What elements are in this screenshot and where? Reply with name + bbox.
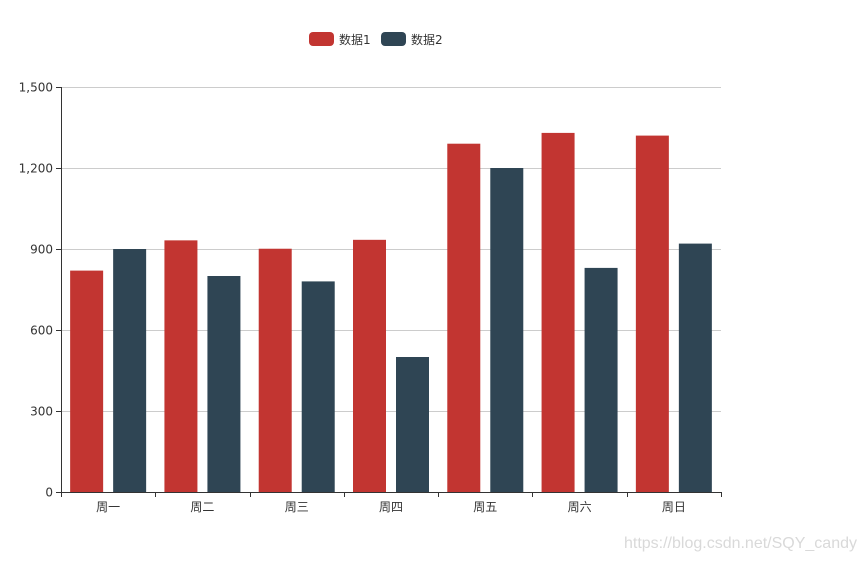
y-tick-label: 600 xyxy=(30,324,53,338)
gridlines xyxy=(61,87,721,412)
bar-2-周五[interactable] xyxy=(490,168,524,492)
bar-1-周四[interactable] xyxy=(353,239,386,492)
bar-2-周三[interactable] xyxy=(301,281,335,492)
legend-label: 数据1 xyxy=(339,32,371,47)
bar-1-周日[interactable] xyxy=(635,135,669,492)
bar-2-周六[interactable] xyxy=(584,267,618,492)
x-tick-label: 周二 xyxy=(190,500,214,514)
legend-label: 数据2 xyxy=(411,32,443,47)
legend[interactable]: 数据1 数据2 xyxy=(309,32,443,47)
legend-swatch xyxy=(381,32,406,46)
y-tick-label: 300 xyxy=(30,405,53,419)
y-axis: 0 300 600 900 1,200 1,500 xyxy=(19,81,62,500)
x-tick-label: 周四 xyxy=(379,500,403,514)
y-tick-label: 0 xyxy=(45,486,53,500)
y-tick-label: 1,500 xyxy=(19,81,53,95)
x-tick-label: 周三 xyxy=(285,500,309,514)
bar-2-周日[interactable] xyxy=(678,243,712,492)
watermark-text: https://blog.csdn.net/SQY_candy xyxy=(623,535,857,552)
bar-1-周五[interactable] xyxy=(447,143,481,492)
bar-1-周六[interactable] xyxy=(541,132,575,492)
x-tick-label: 周六 xyxy=(568,500,592,514)
y-tick-label: 1,200 xyxy=(19,162,53,176)
bar-1-周三[interactable] xyxy=(258,248,292,492)
bar-1-周二[interactable] xyxy=(164,240,198,492)
bar-2-周一[interactable] xyxy=(113,249,147,492)
bar-2-周二[interactable] xyxy=(207,276,241,492)
legend-swatch xyxy=(309,32,334,46)
bar-1-周一[interactable] xyxy=(70,270,104,492)
x-tick-label: 周一 xyxy=(96,500,120,514)
y-tick-label: 900 xyxy=(30,243,53,257)
bar-2-周四[interactable] xyxy=(396,357,429,492)
legend-item-1[interactable]: 数据1 xyxy=(309,32,371,47)
bars xyxy=(70,132,712,492)
legend-item-2[interactable]: 数据2 xyxy=(381,32,443,47)
x-axis: 周一 周二 周三 周四 周五 周六 周日 xyxy=(61,492,722,514)
x-tick-label: 周五 xyxy=(473,500,497,514)
x-tick-label: 周日 xyxy=(662,500,686,514)
